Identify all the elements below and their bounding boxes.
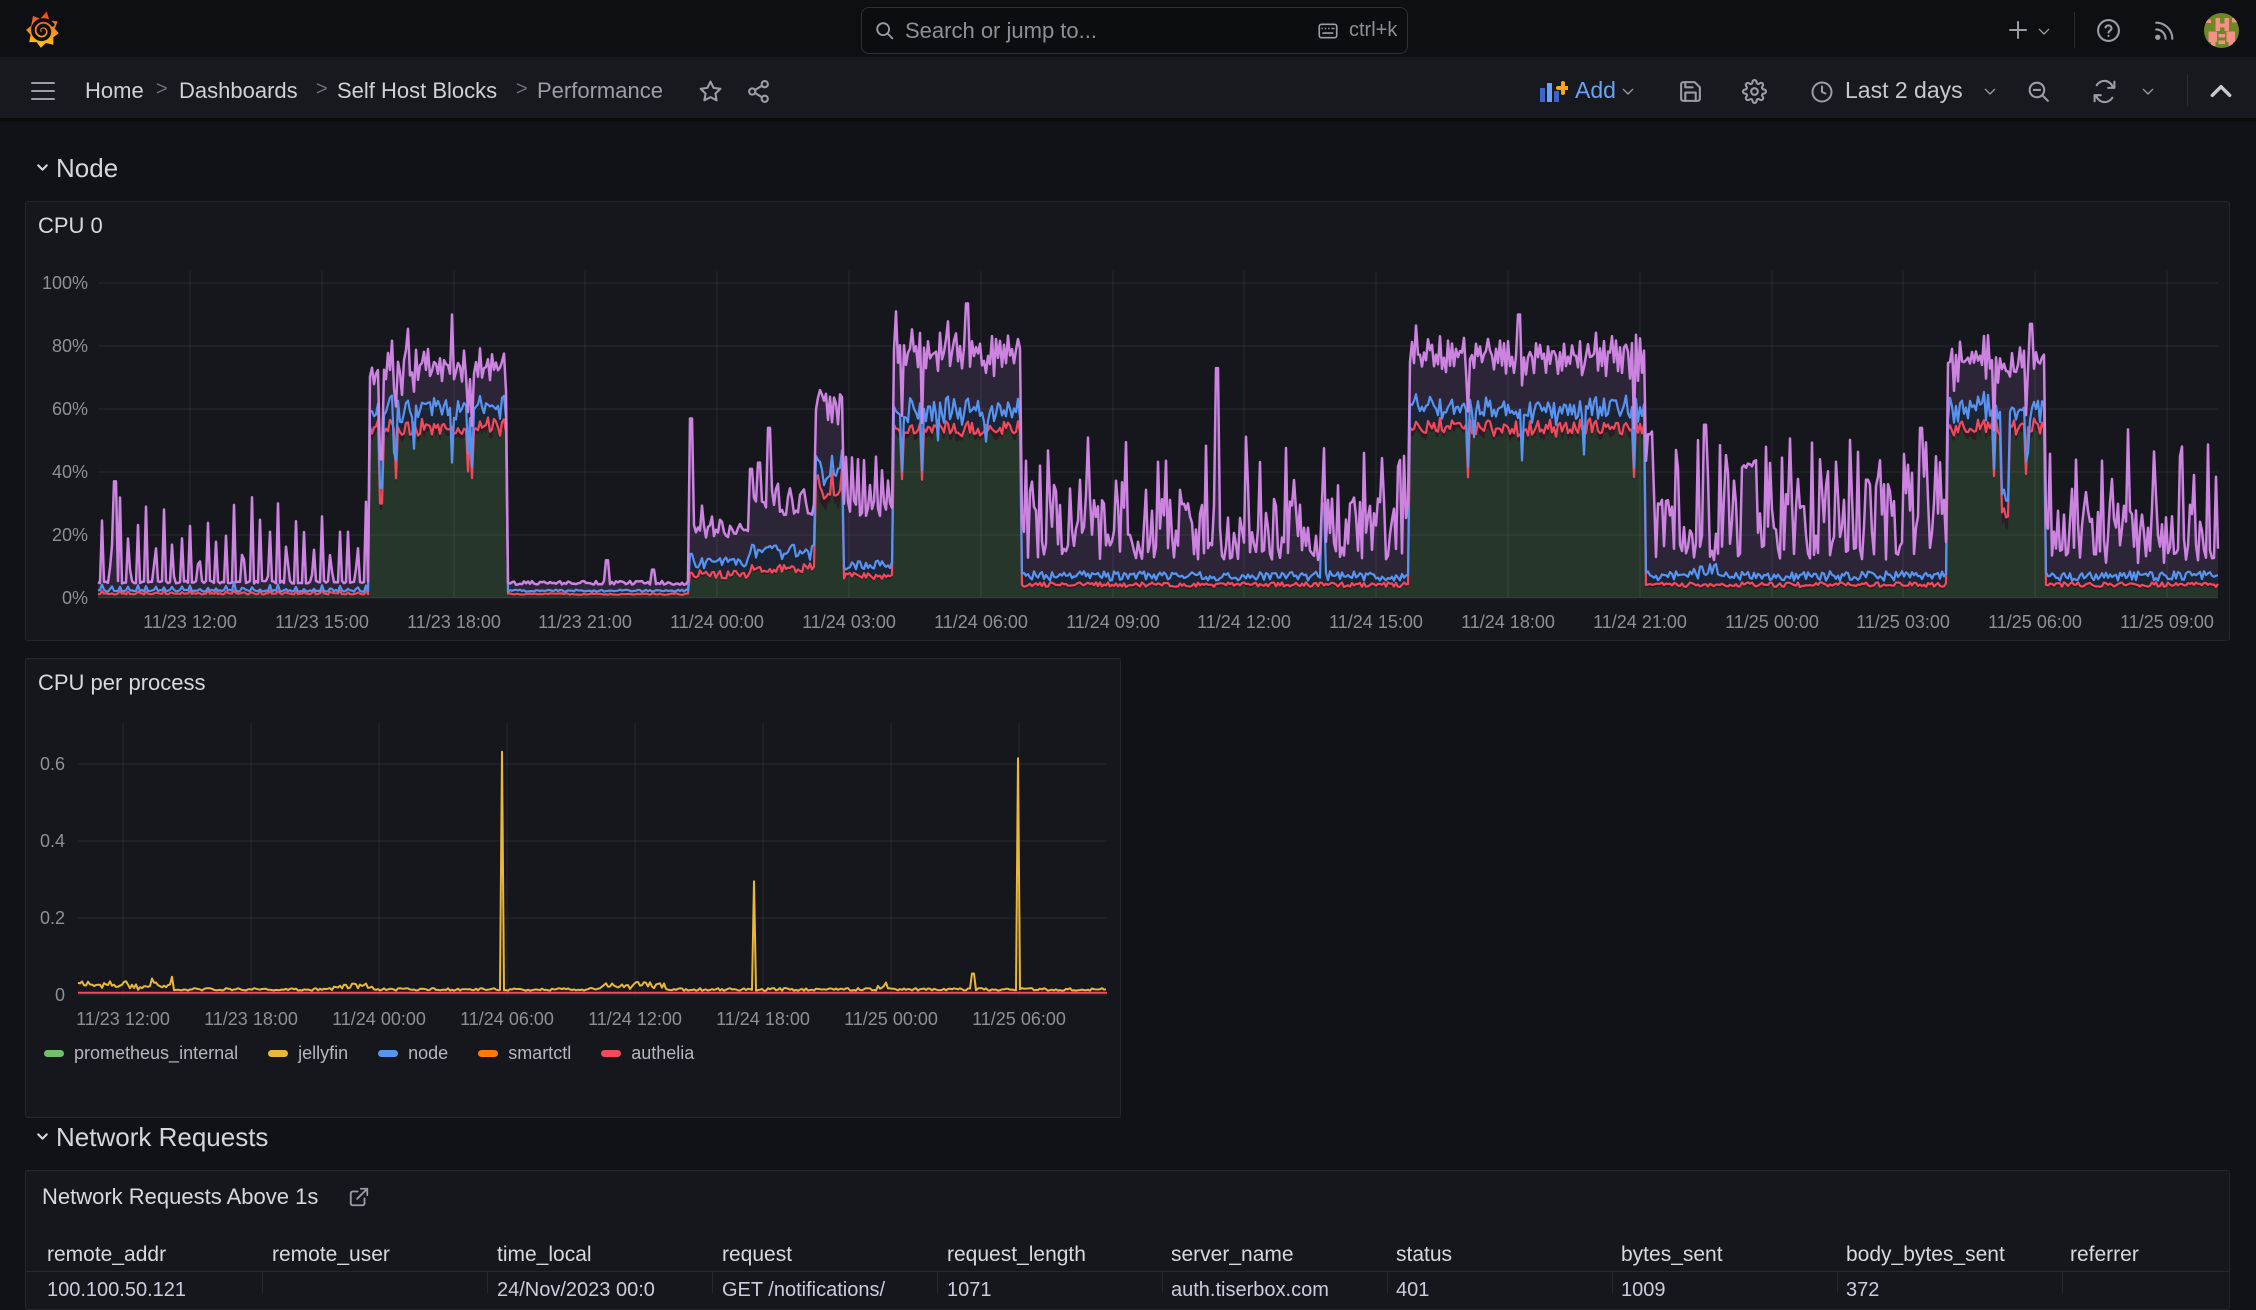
svg-text:11/23 18:00: 11/23 18:00: [407, 612, 501, 632]
svg-text:11/25 03:00: 11/25 03:00: [1856, 612, 1950, 632]
svg-text:0%: 0%: [62, 588, 88, 608]
svg-text:11/23 15:00: 11/23 15:00: [275, 612, 369, 632]
svg-text:11/24 06:00: 11/24 06:00: [460, 1009, 554, 1029]
svg-text:11/24 03:00: 11/24 03:00: [802, 612, 896, 632]
svg-text:11/25 00:00: 11/25 00:00: [1725, 612, 1819, 632]
svg-text:11/25 09:00: 11/25 09:00: [2120, 612, 2214, 632]
svg-text:11/25 06:00: 11/25 06:00: [1988, 612, 2082, 632]
svg-text:0.2: 0.2: [40, 908, 65, 928]
svg-text:0.6: 0.6: [40, 754, 65, 774]
svg-text:60%: 60%: [52, 399, 88, 419]
svg-text:11/23 12:00: 11/23 12:00: [143, 612, 237, 632]
svg-text:0.4: 0.4: [40, 831, 65, 851]
svg-text:11/24 12:00: 11/24 12:00: [1197, 612, 1291, 632]
svg-text:11/23 18:00: 11/23 18:00: [204, 1009, 298, 1029]
svg-text:11/25 00:00: 11/25 00:00: [844, 1009, 938, 1029]
svg-text:11/24 18:00: 11/24 18:00: [716, 1009, 810, 1029]
svg-text:11/24 15:00: 11/24 15:00: [1329, 612, 1423, 632]
svg-text:11/24 21:00: 11/24 21:00: [1593, 612, 1687, 632]
svg-text:40%: 40%: [52, 462, 88, 482]
svg-text:80%: 80%: [52, 336, 88, 356]
svg-text:11/23 12:00: 11/23 12:00: [76, 1009, 170, 1029]
svg-text:11/24 12:00: 11/24 12:00: [588, 1009, 682, 1029]
svg-text:0: 0: [55, 985, 65, 1005]
svg-text:11/25 06:00: 11/25 06:00: [972, 1009, 1066, 1029]
svg-text:11/24 09:00: 11/24 09:00: [1066, 612, 1160, 632]
svg-text:20%: 20%: [52, 525, 88, 545]
svg-text:100%: 100%: [42, 273, 88, 293]
svg-text:11/24 18:00: 11/24 18:00: [1461, 612, 1555, 632]
svg-text:11/24 06:00: 11/24 06:00: [934, 612, 1028, 632]
svg-text:11/24 00:00: 11/24 00:00: [332, 1009, 426, 1029]
svg-text:11/24 00:00: 11/24 00:00: [670, 612, 764, 632]
svg-text:11/23 21:00: 11/23 21:00: [538, 612, 632, 632]
